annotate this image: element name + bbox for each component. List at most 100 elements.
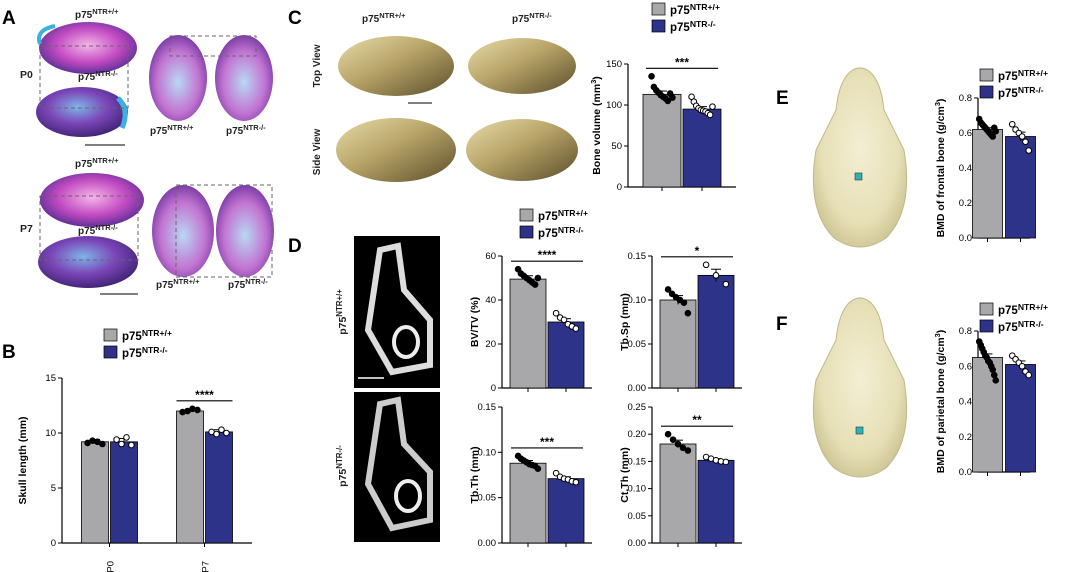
panel-letter-c: C — [288, 8, 302, 29]
data-point — [989, 133, 997, 140]
y-tick-label: 0.0 — [959, 467, 972, 478]
chart-d1: 0 20 40 60 BV/TV (%) **** — [469, 248, 592, 394]
legend-swatch — [979, 85, 994, 99]
y-tick-label: 0 — [491, 383, 496, 394]
panel-c-row-side: Side View — [312, 129, 323, 176]
p0-dashed-box — [39, 45, 129, 109]
ct-ko-top-view — [468, 38, 576, 94]
panel-letter-b: B — [2, 342, 16, 363]
bar-ko — [682, 108, 722, 188]
row-label-p7: P7 — [20, 223, 33, 235]
y-tick-label: 150 — [606, 59, 622, 70]
data-point — [213, 430, 220, 438]
significance-label: *** — [675, 55, 689, 69]
data-point — [1008, 120, 1016, 128]
y-tick-label: 0.10 — [628, 295, 647, 306]
y-axis-label: BMD of parietal bone (g/cm3) — [933, 330, 947, 474]
significance-label: ** — [692, 413, 702, 427]
data-point — [680, 299, 688, 306]
roi-marker-frontal — [854, 172, 863, 181]
p0-wt-skull-lateral — [39, 22, 137, 74]
significance-label: *** — [540, 435, 554, 449]
y-tick-label: 0.10 — [478, 447, 497, 458]
chart-d3: 0.00 0.05 0.10 0.15 Tb.Th (mm) *** — [469, 402, 592, 549]
y-axis-label: Bone volume (mm3) — [589, 76, 603, 175]
y-axis-label: BMD of frontal bone (g/cm3) — [933, 99, 947, 238]
data-point — [664, 97, 672, 105]
data-point — [669, 436, 677, 443]
y-tick-label: 0.00 — [628, 538, 647, 549]
legend-label: p75NTR-/- — [670, 19, 716, 34]
x-tick-label: P0 — [106, 561, 117, 572]
panel-d-row-wt: p75NTR+/+ — [335, 289, 349, 335]
panel-c-col-wt: p75NTR+/+ — [362, 11, 406, 25]
data-point — [1018, 362, 1026, 370]
p7-ko-skull-lateral — [38, 236, 138, 288]
y-tick-label: 0.15 — [628, 456, 647, 467]
ct-wt-side-view — [336, 118, 456, 182]
p0-dorsal-wt-label: p75NTR+/+ — [150, 123, 194, 137]
y-tick-label: 0.4 — [959, 397, 972, 408]
data-point — [552, 309, 560, 317]
bar-ko — [205, 431, 233, 544]
x-tick-label: P7 — [201, 561, 212, 572]
p0-ko-skull-dorsal — [215, 35, 273, 121]
y-tick-label: 0.20 — [628, 429, 647, 440]
legend-c: p75NTR+/+ p75NTR-/- — [651, 2, 720, 34]
y-tick-label: 0.2 — [959, 198, 972, 209]
chart-f: 0.0 0.2 0.4 0.6 0.8 BMD of parietal bone (g/c… — [933, 326, 1036, 478]
ct-wt-top-view — [338, 36, 454, 96]
y-axis-label: Ct.Th (mm) — [619, 447, 631, 502]
legend-swatch — [979, 302, 994, 316]
data-point — [648, 73, 655, 80]
data-point — [534, 465, 542, 472]
bar-wt — [509, 278, 547, 389]
bar-wt — [972, 129, 1003, 239]
y-tick-label: 0.0 — [959, 233, 972, 244]
legend-b: p75NTR+/+ p75NTR-/- — [103, 328, 172, 360]
y-tick-label: 0.00 — [628, 383, 647, 394]
y-tick-label: 0.15 — [628, 251, 647, 262]
panel-d-row-ko: p75NTR-/- — [335, 445, 349, 487]
p7-dashed-box — [39, 195, 139, 261]
panel-a-p7-mid-label: p75NTR-/- — [78, 223, 118, 237]
chart-b: 0 5 10 15 Skull length (mm) P0 P7 **** — [17, 373, 252, 572]
data-point — [992, 127, 1000, 135]
chart-d2: 0.00 0.05 0.10 0.15 Tb.Sp (mm) * — [619, 244, 742, 394]
legend-swatch — [103, 328, 118, 342]
bar-wt — [972, 357, 1003, 473]
data-point — [684, 309, 692, 317]
panel-letter-f: F — [776, 314, 788, 335]
data-point — [722, 280, 730, 288]
data-point — [669, 94, 676, 101]
data-point — [194, 406, 201, 414]
data-point — [1025, 147, 1033, 154]
y-tick-label: 0.00 — [478, 538, 497, 549]
y-tick-label: 50 — [611, 141, 622, 152]
bar-ko — [110, 441, 138, 544]
data-point — [712, 272, 720, 279]
data-point — [1022, 138, 1029, 146]
y-tick-label: 0.6 — [959, 128, 972, 139]
y-tick-label: 0.8 — [959, 93, 972, 104]
y-tick-label: 0.05 — [628, 511, 647, 522]
data-point — [702, 261, 710, 269]
data-point — [684, 447, 692, 454]
data-point — [572, 325, 580, 332]
y-tick-label: 60 — [485, 251, 496, 262]
data-point — [668, 290, 676, 298]
y-tick-label: 10 — [45, 428, 56, 439]
p0-dorsal-ko-label: p75NTR-/- — [226, 123, 266, 137]
bar-wt — [642, 93, 682, 188]
y-axis-label: Tb.Sp (mm) — [619, 293, 631, 351]
legend-swatch — [979, 68, 994, 82]
bar-wt — [81, 441, 109, 544]
data-point — [223, 429, 230, 437]
data-point — [1018, 133, 1026, 140]
legend-swatch — [519, 208, 534, 222]
y-tick-label: 0.15 — [478, 402, 497, 413]
panel-a-mid-label: p75NTR-/- — [78, 69, 118, 83]
skull-dorsal-f — [812, 297, 908, 478]
